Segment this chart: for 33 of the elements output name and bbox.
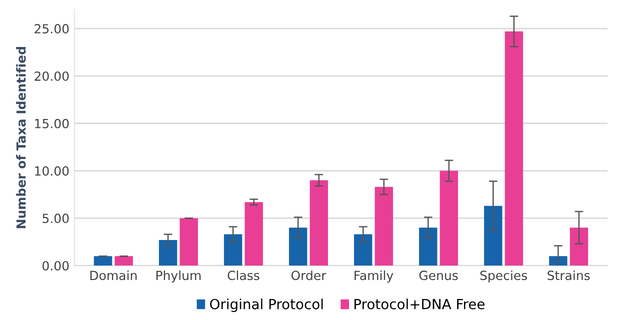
bar xyxy=(419,228,438,266)
x-tick-label: Family xyxy=(354,270,394,283)
y-tick-label: 15.00 xyxy=(35,118,69,128)
y-tick-label: 0.00 xyxy=(42,261,69,271)
bar xyxy=(94,256,112,266)
bar xyxy=(354,234,372,266)
x-tick-label: Class xyxy=(228,270,260,280)
y-tick-label: 20.00 xyxy=(34,71,69,81)
bar xyxy=(288,228,308,266)
bar xyxy=(224,234,242,266)
y-axis-title: Number of Taxa Identified xyxy=(16,47,26,228)
bar xyxy=(374,186,394,266)
bar xyxy=(244,202,263,266)
bar xyxy=(549,256,568,266)
x-tick-label: Genus xyxy=(419,270,458,280)
x-tick-label: Domain xyxy=(90,270,137,280)
x-tick-label: Phylum xyxy=(156,270,201,283)
x-tick-label: Order xyxy=(291,270,326,280)
legend-label: Protocol+DNA Free xyxy=(354,298,484,310)
bar xyxy=(440,170,458,266)
legend-label: Original Protocol xyxy=(210,298,323,312)
bar xyxy=(504,31,524,266)
bar xyxy=(180,218,198,266)
y-tick-label: 10.00 xyxy=(35,166,69,176)
bar xyxy=(158,240,178,266)
x-tick-label: Species xyxy=(480,270,528,283)
y-tick-label: 25.00 xyxy=(34,24,69,34)
bar xyxy=(570,228,588,266)
y-tick-label: 5.00 xyxy=(42,214,69,224)
x-tick-label: Strains xyxy=(548,270,590,280)
bar xyxy=(484,206,502,266)
bar xyxy=(114,256,133,266)
bar xyxy=(310,180,328,266)
